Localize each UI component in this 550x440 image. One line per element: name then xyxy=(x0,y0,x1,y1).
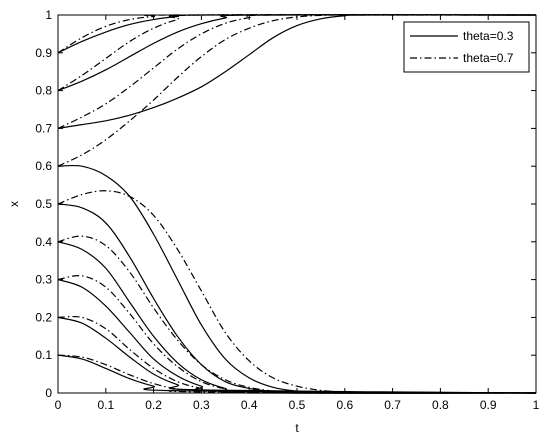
y-tick-label: 0.6 xyxy=(35,159,52,173)
x-tick-label: 0.6 xyxy=(336,398,353,412)
y-axis-label: x xyxy=(7,201,21,207)
y-tick-label: 0.5 xyxy=(35,197,52,211)
legend-label-theta-0.3: theta=0.3 xyxy=(463,29,514,43)
legend: theta=0.3 theta=0.7 xyxy=(403,21,530,73)
legend-box xyxy=(403,21,530,73)
y-tick-label: 0.9 xyxy=(35,46,52,60)
x-tick-label: 0.4 xyxy=(241,398,258,412)
x-tick-label: 1 xyxy=(533,398,540,412)
y-axis-ticks: 0 0.1 0.2 0.3 0.4 0.5 0.6 0.7 0.8 0.9 1 xyxy=(35,8,536,400)
y-tick-label: 0.3 xyxy=(35,273,52,287)
x-tick-label: 0.9 xyxy=(480,398,497,412)
x-axis-label: t xyxy=(295,421,299,435)
y-tick-label: 0 xyxy=(45,386,52,400)
series-line-theta07-x0-0_1 xyxy=(57,354,537,394)
y-tick-label: 0.1 xyxy=(35,348,52,362)
plot-area: 0 0.1 0.2 0.3 0.4 0.5 0.6 0.7 0.8 0.9 1 0 0.1 0.2 0.3… xyxy=(35,8,539,412)
y-tick-label: 0.4 xyxy=(35,235,52,249)
legend-label-theta-0.7: theta=0.7 xyxy=(463,51,514,65)
series-line-theta07-x0-0_4 xyxy=(57,235,537,394)
x-tick-label: 0.8 xyxy=(432,398,449,412)
x-axis-ticks: 0 0.1 0.2 0.3 0.4 0.5 0.6 0.7 0.8 0.9 1 xyxy=(55,15,540,412)
x-tick-label: 0.5 xyxy=(289,398,306,412)
x-tick-label: 0.1 xyxy=(97,398,114,412)
y-tick-label: 0.7 xyxy=(35,121,52,135)
x-tick-label: 0.3 xyxy=(193,398,210,412)
x-tick-label: 0.7 xyxy=(384,398,401,412)
x-tick-label: 0 xyxy=(55,398,62,412)
series-line-theta07-x0-0_9 xyxy=(57,14,537,54)
y-tick-label: 1 xyxy=(45,8,52,22)
x-tick-label: 0.2 xyxy=(145,398,162,412)
series-line-theta07-x0-0_7 xyxy=(57,14,537,129)
y-tick-label: 0.2 xyxy=(35,310,52,324)
y-tick-label: 0.8 xyxy=(35,84,52,98)
